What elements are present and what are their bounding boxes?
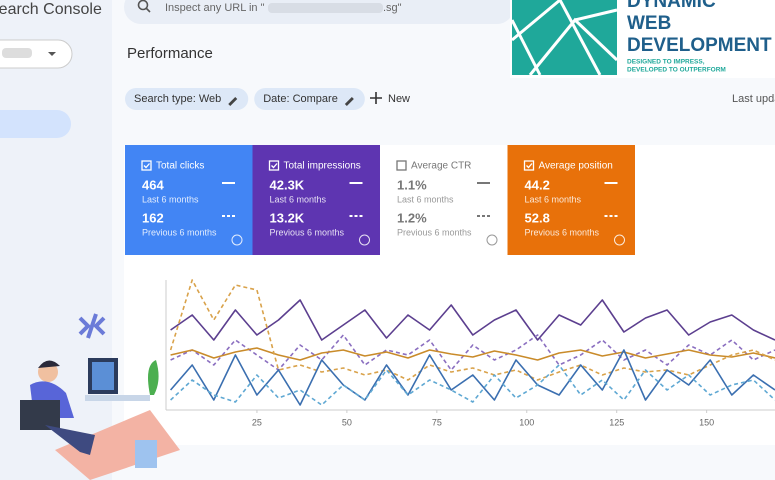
- search-icon: [145, 7, 151, 13]
- metric-previous: 52.8: [525, 210, 550, 225]
- series-line: [170, 299, 775, 341]
- help-icon: [359, 234, 370, 246]
- card-bg: [125, 145, 253, 255]
- bin: [135, 440, 157, 468]
- logo-lines: [510, 0, 619, 76]
- metric-card[interactable]: Average position 44.2 Last 6 months 52.8 Pre…: [507, 145, 636, 255]
- checkbox: [268, 160, 280, 171]
- dropdown-arrow: [48, 52, 56, 56]
- checkbox: [141, 160, 152, 171]
- filter-chip[interactable]: Search type: Web: [125, 88, 249, 110]
- metric-current: 464: [142, 177, 164, 192]
- metric-previous-period: Previous 6 months: [142, 227, 217, 237]
- metric-current: 1.1%: [397, 177, 427, 192]
- help-icon: [231, 234, 243, 246]
- code-icon: [78, 313, 106, 339]
- metric-current-period: Last 6 months: [525, 194, 582, 204]
- hair: [38, 360, 60, 368]
- series-line: [169, 279, 775, 381]
- edit-icon: [228, 97, 238, 106]
- last-updated: Last update: [732, 93, 775, 105]
- legs: [45, 425, 95, 455]
- x-tick-label: 75: [432, 417, 442, 427]
- metric-label: Average position: [539, 161, 613, 172]
- x-tick-label: 25: [252, 417, 262, 427]
- illustration: [20, 313, 180, 480]
- search-icon: [137, 0, 149, 11]
- search-prefix: Inspect any URL in ": [165, 2, 265, 14]
- blurred-property: [2, 48, 32, 58]
- logo-tagline2: DEVELOPED TO OUTPERFORM: [627, 67, 726, 74]
- checkmark: [143, 163, 150, 169]
- logo-line2: WEB: [627, 13, 671, 34]
- chip-bg: [125, 88, 249, 110]
- checkmark: [526, 163, 533, 169]
- x-tick-label: 150: [699, 417, 714, 427]
- logo-line1: DYNAMIC: [627, 0, 716, 12]
- metric-card[interactable]: Total clicks 464 Last 6 months 162 Previous …: [125, 145, 253, 255]
- series-line: [169, 349, 775, 406]
- card-bg: [252, 145, 380, 255]
- checkmark: [271, 163, 278, 169]
- metric-current: 42.3K: [270, 177, 305, 192]
- plant: [148, 360, 159, 395]
- help-icon: [486, 234, 498, 246]
- card-bg: [380, 145, 508, 255]
- checkbox: [523, 160, 535, 171]
- metric-previous: 13.2K: [270, 210, 305, 225]
- x-tick-label: 50: [342, 417, 352, 427]
- metric-label: Total clicks: [156, 161, 204, 172]
- nav-selected[interactable]: [0, 110, 71, 138]
- card-bg: [507, 145, 635, 255]
- property-select[interactable]: [0, 39, 73, 69]
- checkbox: [396, 160, 407, 171]
- metric-previous-period: Previous 6 months: [270, 227, 345, 237]
- chip-bg: [254, 88, 365, 110]
- chair: [20, 400, 60, 430]
- page-title: Performance: [127, 45, 213, 62]
- series-line: [170, 364, 775, 406]
- metric-previous: 162: [142, 210, 164, 225]
- x-tick-label: 125: [609, 417, 624, 427]
- metric-label: Total impressions: [284, 161, 361, 172]
- series-line: [170, 334, 775, 371]
- new-button[interactable]: New: [388, 93, 410, 105]
- filter-chip[interactable]: Date: Compare: [254, 88, 365, 110]
- chip-label: Search type: Web: [134, 93, 221, 105]
- x-tick-label: 100: [519, 417, 534, 427]
- app-title: Search Console: [0, 1, 102, 18]
- help-icon: [614, 234, 625, 246]
- rug: [55, 410, 180, 480]
- series-line: [170, 347, 775, 361]
- metric-previous-period: Previous 6 months: [397, 227, 472, 237]
- screen-code: [92, 362, 114, 390]
- metric-current: 44.2: [525, 177, 550, 192]
- metric-current-period: Last 6 months: [270, 194, 327, 204]
- logo-mark: [510, 0, 619, 76]
- metric-previous: 1.2%: [397, 210, 427, 225]
- metric-previous-period: Previous 6 months: [525, 227, 600, 237]
- chip-label: Date: Compare: [263, 93, 338, 105]
- metric-card[interactable]: Total impressions 42.3K Last 6 months 13.2K…: [252, 145, 381, 255]
- logo-tagline1: DESIGNED TO IMPRESS,: [627, 59, 705, 66]
- metric-label: Average CTR: [411, 161, 471, 172]
- search-suffix: .sg": [383, 2, 402, 14]
- metric-current-period: Last 6 months: [142, 194, 199, 204]
- edit-icon: [344, 97, 354, 106]
- desk: [85, 395, 150, 401]
- metric-current-period: Last 6 months: [397, 194, 454, 204]
- logo-square: [512, 0, 617, 75]
- blurred-domain: [268, 3, 383, 13]
- metric-card[interactable]: Average CTR 1.1% Last 6 months 1.2% Previous…: [380, 145, 508, 255]
- plus-icon: [370, 92, 382, 104]
- logo-line3: DEVELOPMENT: [627, 35, 772, 56]
